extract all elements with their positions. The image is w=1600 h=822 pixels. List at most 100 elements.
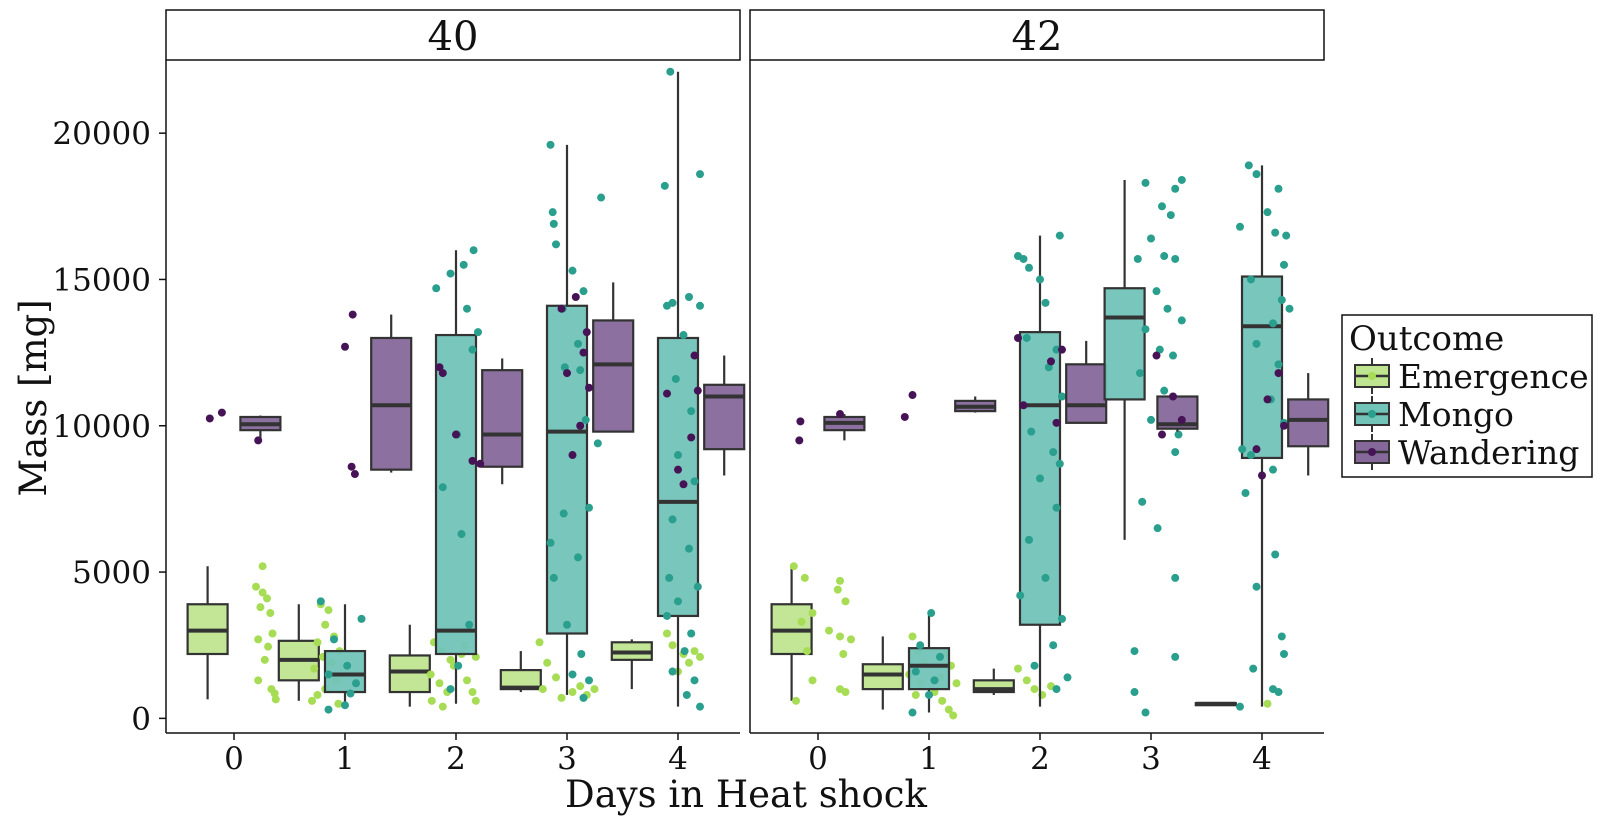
data-point (535, 638, 544, 647)
data-point (538, 685, 547, 694)
data-point (668, 641, 677, 650)
data-point (1244, 161, 1253, 170)
data-point (1130, 647, 1139, 656)
data-point (313, 638, 322, 647)
data-point (549, 573, 558, 582)
data-point (1252, 582, 1261, 591)
box-wandering-day-3 (1156, 395, 1199, 432)
x-tick-label-2: 2 (1030, 741, 1050, 777)
legend-key-point (1368, 410, 1376, 418)
data-point (357, 614, 366, 623)
box-wandering-day-4 (703, 355, 746, 476)
data-point (1025, 263, 1033, 272)
data-point (1041, 298, 1050, 307)
x-tick-label-3: 3 (557, 741, 577, 777)
data-point (313, 690, 322, 699)
box-emergence-day-1 (277, 604, 320, 701)
data-point (256, 603, 265, 612)
data-point (258, 562, 267, 571)
data-point (1047, 357, 1055, 366)
data-point (1166, 211, 1175, 220)
data-point (836, 410, 844, 419)
data-point (1052, 418, 1061, 427)
data-point (1138, 497, 1147, 506)
data-point (696, 702, 704, 711)
y-tick-label-10000: 10000 (52, 409, 151, 445)
data-point (1249, 664, 1258, 673)
data-point (552, 240, 560, 249)
legend-label-mongo: Mongo (1398, 395, 1514, 434)
data-point (1025, 535, 1033, 544)
data-point (690, 477, 699, 486)
data-point (1277, 295, 1286, 304)
data-point (1141, 708, 1150, 717)
data-point (1019, 254, 1028, 263)
data-point (563, 369, 571, 378)
data-point (690, 676, 699, 685)
box-iqr (1287, 398, 1330, 448)
data-point (463, 676, 471, 685)
data-point (1022, 676, 1031, 685)
data-point (568, 266, 577, 275)
data-point (1171, 448, 1180, 457)
data-point (911, 690, 920, 699)
data-point (1014, 664, 1022, 673)
data-point (468, 345, 477, 354)
data-point (574, 339, 582, 348)
x-tick-label-1: 1 (919, 741, 939, 777)
data-point (900, 412, 909, 421)
data-point (446, 655, 455, 664)
data-point (687, 629, 696, 638)
data-point (668, 667, 677, 676)
data-point (217, 408, 226, 417)
data-point (1269, 319, 1277, 328)
data-point (254, 635, 263, 644)
data-point (1058, 614, 1066, 623)
data-point (1277, 632, 1286, 641)
data-point (579, 287, 588, 296)
data-point (308, 696, 316, 705)
data-point (665, 573, 674, 582)
data-point (258, 588, 267, 597)
data-point (682, 690, 691, 699)
data-point (916, 641, 925, 650)
panel-40 (165, 60, 746, 734)
box-emergence-day-3 (499, 651, 542, 693)
points-mongo-day-3 (546, 140, 606, 702)
data-point (693, 582, 702, 591)
data-point (1016, 591, 1025, 600)
box-emergence-day-2 (388, 624, 431, 707)
data-point (1141, 325, 1150, 334)
data-point (452, 430, 460, 439)
data-point (1019, 401, 1028, 410)
data-point (1036, 275, 1044, 284)
data-point (1147, 234, 1155, 243)
panel-42 (749, 60, 1330, 734)
box-wandering-day-0 (823, 414, 866, 441)
data-point (454, 661, 463, 670)
data-point (696, 170, 704, 179)
data-point (348, 310, 357, 319)
data-point (343, 661, 352, 670)
data-point (1152, 287, 1161, 296)
data-point (925, 690, 933, 699)
box-wandering-day-2 (1065, 340, 1108, 424)
data-point (1174, 430, 1183, 439)
points-emergence-day-1 (308, 600, 344, 708)
data-point (1141, 178, 1150, 187)
data-point (324, 705, 333, 714)
data-point (663, 301, 671, 310)
data-point (205, 414, 214, 423)
data-point (579, 348, 588, 357)
data-point (908, 708, 917, 717)
data-point (1052, 345, 1061, 354)
data-point (268, 629, 277, 638)
points-wandering-day-3 (1152, 351, 1186, 439)
data-point (471, 696, 480, 705)
legend-label-emergence: Emergence (1398, 357, 1589, 396)
box-wandering-day-1 (370, 314, 413, 473)
data-point (1155, 345, 1164, 354)
box-emergence-day-2 (972, 668, 1015, 695)
data-point (1163, 304, 1172, 313)
data-point (546, 140, 555, 149)
